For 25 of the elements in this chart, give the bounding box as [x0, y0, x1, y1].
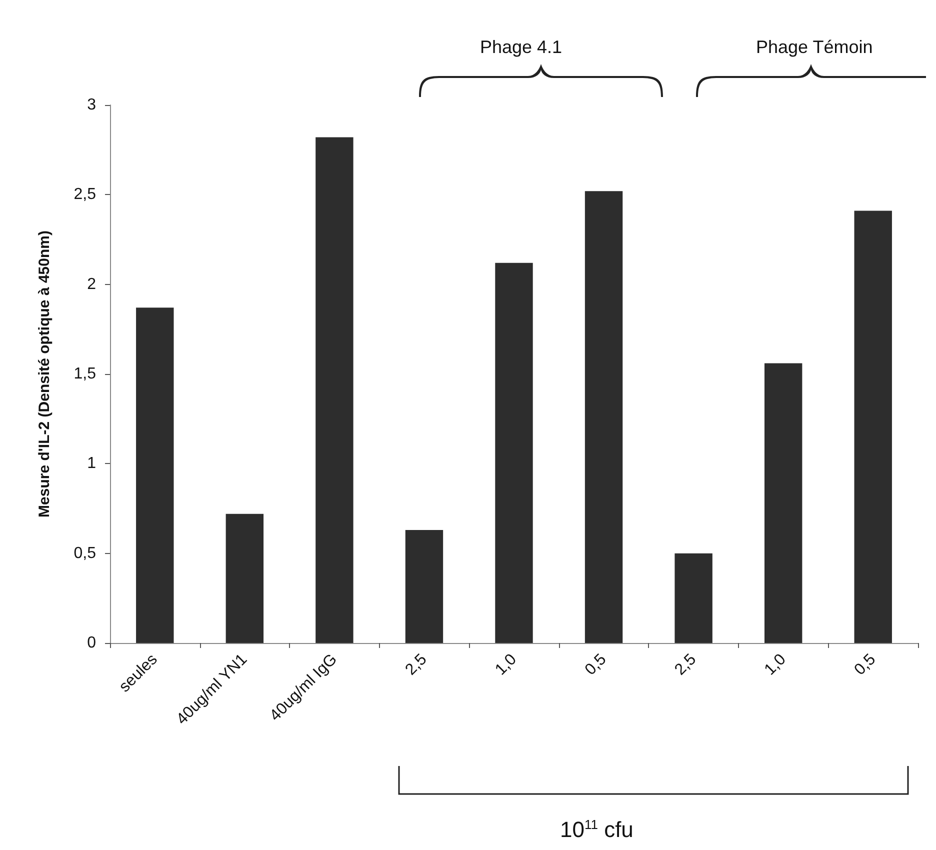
y-tick-label: 2 — [87, 276, 96, 293]
y-axis-title: Mesure d'IL-2 (Densité optique à 450nm) — [36, 230, 53, 518]
text: Phage 4.1 — [480, 37, 562, 57]
bar — [584, 191, 623, 643]
y-tick-label: 0 — [87, 634, 96, 652]
y-tick-label: 0,5 — [74, 544, 96, 562]
bar — [854, 210, 892, 643]
x-tick-label: 2,5 — [672, 650, 700, 679]
x-tick-label: 2,5 — [402, 650, 430, 679]
bar — [674, 553, 712, 643]
x-tick-label: 0,5 — [851, 650, 880, 679]
bar — [764, 363, 802, 643]
bar — [136, 308, 174, 643]
y-tick-label: 1,5 — [74, 366, 96, 382]
bar — [495, 262, 533, 643]
bar — [405, 530, 444, 643]
x-tick-label: 1,0 — [762, 650, 790, 679]
text: Phage Témoin — [756, 37, 873, 57]
bar — [316, 137, 354, 643]
y-tick-label: 3 — [87, 96, 96, 114]
y-tick-label: 1 — [87, 455, 96, 472]
y-tick-label: 2,5 — [74, 186, 96, 204]
x-tick-label: 0,5 — [582, 650, 610, 679]
bar — [226, 514, 264, 643]
x-tick-label: 1,0 — [492, 650, 520, 679]
